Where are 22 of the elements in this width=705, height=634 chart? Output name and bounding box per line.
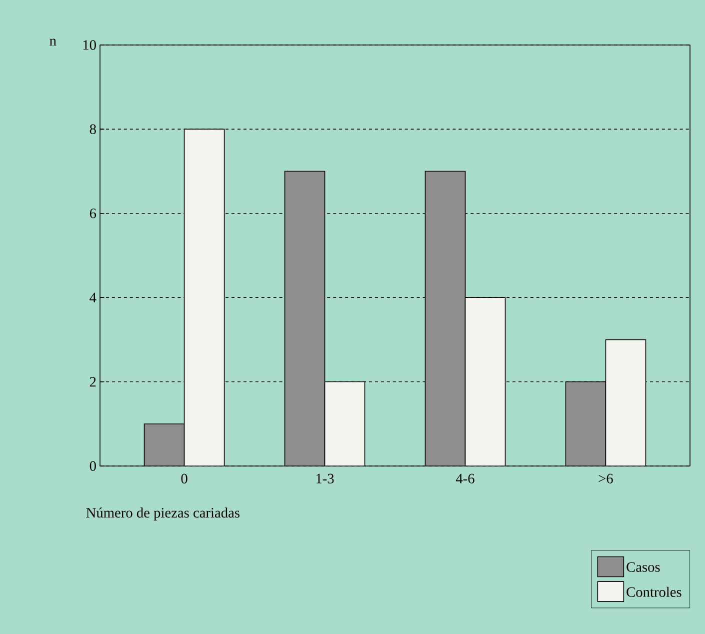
bar xyxy=(565,381,606,466)
x-tick-label: 4-6 xyxy=(456,474,474,484)
legend-label: Controles xyxy=(626,586,682,597)
y-tick-label: 8 xyxy=(90,124,96,134)
x-tick-label: >6 xyxy=(598,474,613,484)
y-axis-title: n xyxy=(50,38,56,46)
x-axis-title: Número de piezas cariadas xyxy=(86,508,240,521)
x-tick-label: 1-3 xyxy=(316,474,334,484)
bar xyxy=(605,339,646,466)
y-tick-label: 0 xyxy=(90,461,96,471)
bar xyxy=(464,297,506,466)
x-tick-label: 0 xyxy=(181,474,188,484)
bar xyxy=(144,423,185,466)
y-tick-label: 2 xyxy=(90,377,96,387)
bar xyxy=(284,170,326,466)
bar xyxy=(324,381,366,466)
bar xyxy=(424,170,466,466)
y-tick-label: 6 xyxy=(90,208,96,218)
y-tick-label: 4 xyxy=(90,292,96,302)
y-tick-label: 10 xyxy=(83,40,96,50)
bar xyxy=(184,128,225,466)
legend-label: Casos xyxy=(626,562,660,572)
